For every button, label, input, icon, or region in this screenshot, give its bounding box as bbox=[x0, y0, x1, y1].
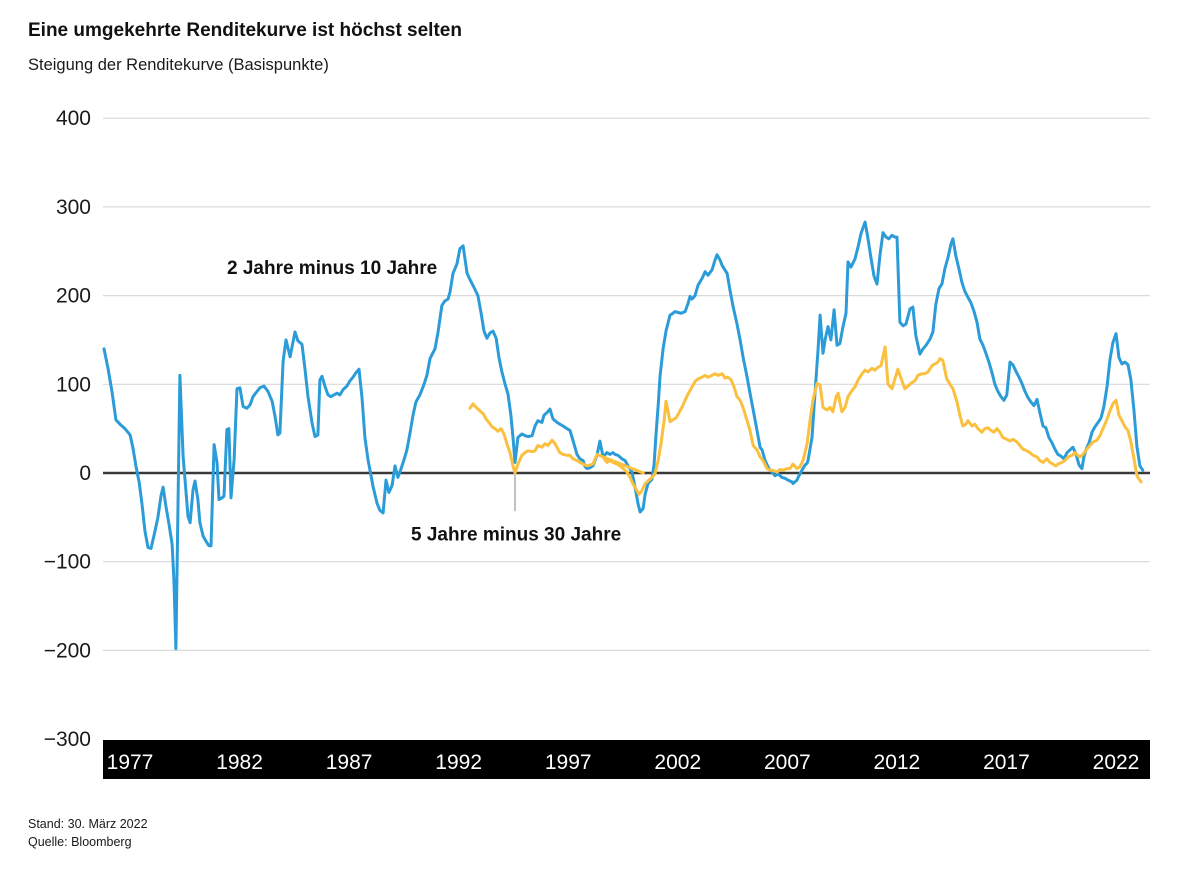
y-tick-label: −300 bbox=[44, 728, 91, 751]
y-tick-label: 100 bbox=[56, 373, 91, 396]
y-tick-label: 0 bbox=[79, 462, 91, 485]
y-tick-label: −100 bbox=[44, 551, 91, 574]
x-tick-label: 1982 bbox=[216, 751, 263, 774]
series-line-2y10y bbox=[102, 220, 1145, 651]
page-title: Eine umgekehrte Renditekurve ist höchst … bbox=[28, 20, 462, 41]
y-tick-label: 300 bbox=[56, 196, 91, 219]
y-tick-label: 400 bbox=[56, 107, 91, 130]
x-tick-label: 2012 bbox=[874, 751, 921, 774]
footer-stand: Stand: 30. März 2022 bbox=[28, 817, 148, 831]
chart-footer: Stand: 30. März 2022 Quelle: Bloomberg bbox=[28, 815, 148, 851]
x-tick-label: 2002 bbox=[654, 751, 701, 774]
x-axis-band bbox=[103, 740, 1150, 779]
y-tick-label: 200 bbox=[56, 285, 91, 308]
footer-quelle: Quelle: Bloomberg bbox=[28, 835, 132, 849]
x-tick-label: 1987 bbox=[326, 751, 373, 774]
annotation-5y30y-label: 5 Jahre minus 30 Jahre bbox=[411, 524, 621, 545]
y-tick-label: −200 bbox=[44, 639, 91, 662]
x-tick-label: 1977 bbox=[107, 751, 154, 774]
annotation-2y10y-label: 2 Jahre minus 10 Jahre bbox=[227, 258, 437, 279]
chart-subtitle: Steigung der Renditekurve (Basispunkte) bbox=[28, 56, 329, 74]
series-line-5y30y bbox=[468, 345, 1143, 496]
x-tick-label: 1992 bbox=[435, 751, 482, 774]
x-tick-label: 1997 bbox=[545, 751, 592, 774]
x-tick-label: 2007 bbox=[764, 751, 811, 774]
x-tick-label: 2022 bbox=[1093, 751, 1140, 774]
x-tick-label: 2017 bbox=[983, 751, 1030, 774]
